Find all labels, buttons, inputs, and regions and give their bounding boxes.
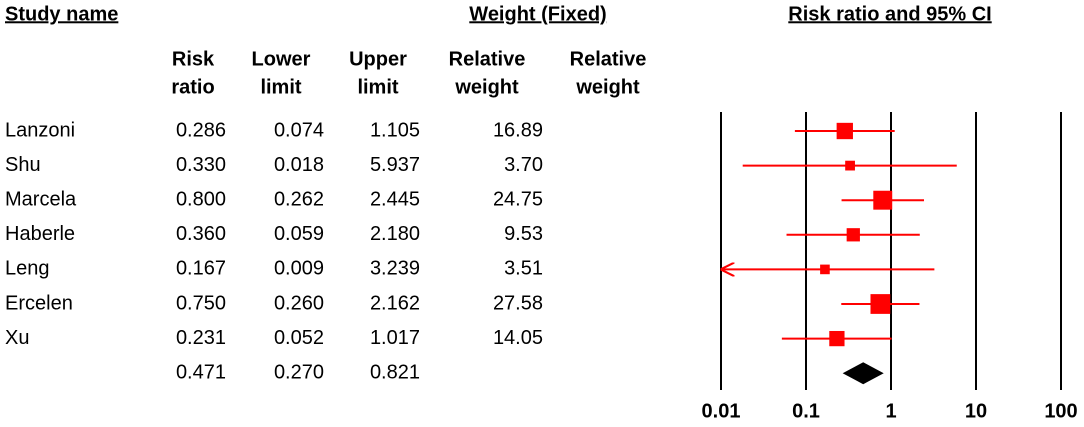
upper-limit: 3.239 [370,258,420,280]
lower-limit: 0.052 [274,327,324,349]
risk-ratio: 0.231 [176,327,226,349]
upper-limit: 5.937 [370,154,420,176]
lower-limit: 0.009 [274,258,324,280]
lower-limit: 0.059 [274,223,324,245]
relative-weight: 16.89 [493,119,543,141]
effect-square [873,190,893,210]
effect-square [829,330,845,347]
column-header: limit [260,76,301,98]
column-header: Relative [570,48,647,70]
study-name: Ercelen [5,292,73,314]
column-header: weight [575,76,640,98]
column-header: Relative [449,48,526,70]
column-header: Upper [349,48,407,70]
study-name: Haberle [5,223,75,245]
risk-ratio: 0.286 [176,119,226,141]
relative-weight: 3.70 [504,154,543,176]
risk-ratio: 0.800 [176,188,226,210]
effect-square [836,122,853,140]
risk-ratio: 0.750 [176,292,226,314]
lower-limit: 0.262 [274,188,324,210]
column-header: weight [454,76,519,98]
column-header: ratio [171,76,214,98]
x-tick-label: 1 [885,400,896,422]
relative-weight: 27.58 [493,292,543,314]
column-header: Risk [172,48,215,70]
study-name: Leng [5,258,50,280]
relative-weight: 14.05 [493,327,543,349]
effect-square [845,160,855,171]
upper-limit: 2.445 [370,188,420,210]
study-name: Xu [5,327,29,349]
effect-square [820,264,830,275]
x-tick-label: 100 [1044,400,1077,422]
relative-weight: 3.51 [504,258,543,280]
lower-limit: 0.260 [274,292,324,314]
column-header: Lower [252,48,311,70]
summary-diamond [842,362,884,385]
weight-header: Weight (Fixed) [469,3,606,25]
x-tick-label: 0.01 [702,400,741,422]
lower-limit: 0.074 [274,119,324,141]
effect-square [870,294,891,314]
lower-limit: 0.018 [274,154,324,176]
effect-square [846,228,860,242]
upper-limit: 2.162 [370,292,420,314]
study-name: Shu [5,154,41,176]
study-name: Lanzoni [5,119,75,141]
upper-limit: 2.180 [370,223,420,245]
risk-ratio: 0.360 [176,223,226,245]
study-header: Study name [5,3,118,25]
x-tick-label: 0.1 [792,400,820,422]
risk-ratio: 0.471 [176,361,226,383]
column-header: limit [357,76,398,98]
x-tick-label: 10 [965,400,987,422]
risk-ratio: 0.167 [176,258,226,280]
upper-limit: 0.821 [370,361,420,383]
upper-limit: 1.017 [370,327,420,349]
risk-ratio: 0.330 [176,154,226,176]
lower-limit: 0.270 [274,361,324,383]
relative-weight: 9.53 [504,223,543,245]
study-name: Marcela [5,188,77,210]
plot-header: Risk ratio and 95% CI [788,3,991,25]
relative-weight: 24.75 [493,188,543,210]
upper-limit: 1.105 [370,119,420,141]
